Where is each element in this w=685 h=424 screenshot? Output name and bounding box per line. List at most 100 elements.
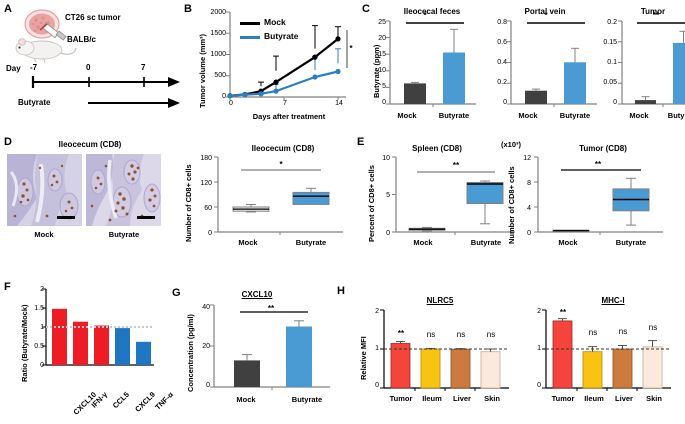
- panel-e2-ytick-12: 12: [523, 155, 531, 162]
- panel-c2-ytick-02: 0.2: [497, 79, 507, 86]
- panel-d-ytick-60: 60: [204, 205, 212, 212]
- panel-c1-ytick-10: 10: [378, 67, 386, 74]
- panel-c1-significance: *: [423, 11, 427, 20]
- panel-a-treatment-arrow: [88, 98, 180, 108]
- panel-e-label: E: [357, 136, 365, 148]
- panel-b-ytick-0: 0: [222, 93, 226, 100]
- panel-h: H Relative MFI NLRC5 2 1 0 ** ns ns ns T…: [335, 272, 685, 424]
- panel-h2-cat-ileum: Ileum: [584, 394, 604, 403]
- panel-c-title-tumor: Tumor: [640, 7, 666, 16]
- panel-d-image-title: Ileocecum (CD8): [58, 140, 122, 149]
- panel-c1-ytick-25: 25: [378, 19, 386, 26]
- panel-c3-ytick-005: 0.05: [603, 79, 617, 86]
- panel-h2-sig-tumor: **: [559, 308, 567, 317]
- panel-h1-sig-skin: ns: [486, 330, 496, 339]
- panel-f-ytick-0: 0: [26, 362, 44, 369]
- panel-h2-cat-tumor: Tumor: [551, 394, 575, 403]
- panel-h1-ytick-0: 0: [375, 382, 379, 389]
- panel-c1-ytick-15: 15: [378, 51, 386, 58]
- panel-f-plot: [42, 288, 154, 366]
- panel-b-legend-label-mock: Mock: [264, 17, 286, 27]
- panel-c1-cat-mock: Mock: [397, 111, 417, 120]
- panel-h-mhc1-plot: [542, 309, 671, 391]
- panel-b-xtick-0: 0: [229, 100, 233, 107]
- panel-b: B Tumor volume (mm³) 2000 1500 1000 500 …: [182, 0, 360, 132]
- panel-h-title-mhc1: MHC-I: [601, 296, 625, 305]
- panel-d-chart-title: Ileocecum (CD8): [251, 144, 315, 153]
- panel-c3-plot: [618, 20, 685, 107]
- syringe-icon: [39, 22, 67, 41]
- panel-e2-ytick-0: 0: [527, 230, 531, 237]
- histology-image-butyrate: [86, 154, 161, 226]
- panel-b-xtick-14: 14: [335, 100, 343, 107]
- panel-a-treatment-label: Butyrate: [18, 98, 51, 107]
- panel-g-plot: [210, 304, 330, 390]
- panel-g-significance: **: [267, 304, 275, 313]
- panel-c-title-ileocecal: Ileocecal feces: [403, 7, 461, 16]
- panel-e2-cat-mock: Mock: [558, 238, 578, 247]
- panel-h-label: H: [337, 285, 345, 297]
- panel-c3-cat-butyrate: Butyrate: [667, 111, 685, 120]
- panel-h2-cat-liver: Liver: [615, 394, 633, 403]
- panel-e-spleen-boxplot: [392, 156, 515, 235]
- panel-g-cat-butyrate: Butyrate: [291, 395, 323, 404]
- panel-d-image-caption-mock: Mock: [34, 230, 54, 239]
- panel-b-ytick-1500: 1500: [210, 30, 226, 37]
- panel-a-tick-0: 0: [86, 63, 91, 72]
- panel-f-label: F: [4, 281, 11, 293]
- panel-d: D Ileocecum (CD8): [0, 132, 355, 272]
- panel-b-label: B: [184, 3, 192, 15]
- panel-g-ytick-20: 20: [202, 343, 210, 350]
- panel-d-image-caption-butyrate: Butyrate: [108, 230, 140, 239]
- panel-e2-ytick-8: 8: [527, 180, 531, 187]
- panel-d-cat-butyrate: Butyrate: [295, 238, 327, 247]
- panel-f-ytick-05: 0.5: [34, 343, 44, 350]
- mouse-illustration: [15, 9, 77, 64]
- panel-h2-sig-ileum: ns: [588, 328, 598, 337]
- panel-c-title-portalvein: Portal vein: [524, 7, 566, 16]
- panel-d-boxplot: [214, 156, 343, 235]
- panel-b-ytick-500: 500: [214, 72, 226, 79]
- panel-e1-ytick-5: 5: [386, 192, 390, 199]
- panel-h-nlrc5-plot: [380, 309, 509, 391]
- panel-h1-sig-liver: ns: [456, 330, 466, 339]
- panel-g-ytick-0: 0: [206, 382, 210, 389]
- panel-e1-ytick-10: 10: [382, 155, 390, 162]
- panel-e: E Spleen (CD8) Percent of CD8+ cells 10 …: [355, 132, 685, 272]
- panel-c2-ytick-0: 0: [503, 99, 507, 106]
- panel-h1-cat-skin: Skin: [484, 394, 500, 403]
- panel-e2-significance: **: [594, 160, 602, 169]
- panel-a-day-label: Day: [6, 64, 21, 73]
- panel-b-significance: *: [349, 44, 353, 53]
- panel-c3-ytick-01: 0.1: [607, 59, 617, 66]
- panel-f-cat-ccl5: CCL5: [110, 390, 131, 411]
- panel-e1-cat-mock: Mock: [413, 238, 433, 247]
- panel-h1-cat-ileum: Ileum: [422, 394, 442, 403]
- panel-a-strain-annotation: BALB/c: [67, 35, 96, 44]
- panel-b-xlabel: Days after treatment: [252, 112, 326, 121]
- panel-g-ytick-40: 40: [202, 304, 210, 311]
- panel-d-ytick-180: 180: [200, 155, 212, 162]
- panel-c2-plot: [507, 20, 597, 107]
- panel-g: G CXCL10 Concentration (pg/ml) 40 20 0 *…: [160, 272, 335, 424]
- mouse-body: [15, 38, 77, 64]
- panel-h1-sig-tumor: **: [397, 329, 405, 338]
- panel-d-ytick-0: 0: [208, 230, 212, 237]
- panel-f: F Ratio (Butyrate/Mock) 2 1.5 1 0.5 0 CX…: [0, 272, 175, 424]
- panel-h2-ytick-1: 1: [537, 345, 541, 352]
- panel-e1-significance: **: [452, 161, 460, 170]
- panel-c3-ytick-015: 0.15: [603, 39, 617, 46]
- panel-h2-ytick-0: 0: [537, 382, 541, 389]
- panel-b-ytick-1000: 1000: [210, 51, 226, 58]
- panel-c1-ytick-5: 5: [382, 83, 386, 90]
- panel-a-tick-minus7: -7: [30, 63, 38, 72]
- panel-c1-cat-butyrate: Butyrate: [438, 111, 470, 120]
- panel-e2-multiplier: (x10³): [501, 140, 522, 149]
- panel-g-ylabel: Concentration (pg/ml): [186, 314, 195, 392]
- panel-h1-ytick-1: 1: [375, 345, 379, 352]
- panel-h1-sig-ileum: ns: [426, 330, 436, 339]
- panel-c3-cat-mock: Mock: [629, 111, 649, 120]
- panel-c2-significance: *: [544, 11, 548, 20]
- panel-a-tick-7: 7: [141, 63, 146, 72]
- panel-h-ylabel: Relative MFI: [359, 336, 368, 380]
